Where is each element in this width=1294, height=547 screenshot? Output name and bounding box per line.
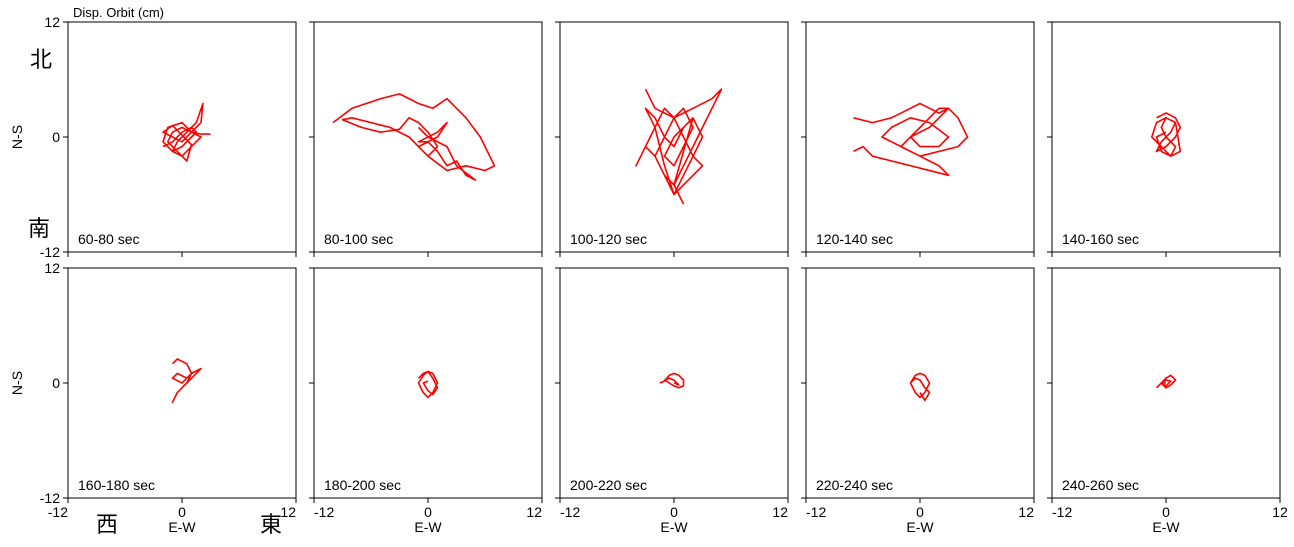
x-tick-label: -12 (314, 504, 334, 520)
x-tick-label: -12 (560, 504, 580, 520)
west-label: 西 (96, 513, 118, 538)
chart-title: Disp. Orbit (cm) (73, 5, 164, 20)
y-tick-label: -12 (40, 244, 60, 260)
y-axis-label: N-S (9, 125, 25, 149)
panel-time-label: 240-260 sec (1062, 477, 1139, 493)
panel-time-label: 140-160 sec (1062, 231, 1139, 247)
x-axis-label: E-W (414, 519, 442, 535)
panel-time-label: 100-120 sec (570, 231, 647, 247)
x-tick-label: 0 (1162, 504, 1170, 520)
x-tick-label: 12 (1272, 504, 1288, 520)
orbit-line (1155, 374, 1177, 389)
x-tick-label: 0 (424, 504, 432, 520)
y-tick-label: 12 (44, 14, 60, 30)
east-label: 東 (260, 513, 282, 538)
panel-frame (805, 267, 1035, 499)
x-tick-label: -12 (48, 504, 68, 520)
panel-frame (313, 267, 543, 499)
x-tick-label: 12 (772, 504, 788, 520)
y-axis-label: N-S (9, 371, 25, 395)
panel-time-label: 220-240 sec (816, 477, 893, 493)
orbit-line (162, 102, 211, 162)
panel-time-label: 80-100 sec (324, 231, 393, 247)
north-label: 北 (30, 48, 52, 73)
x-axis-label: E-W (1152, 519, 1180, 535)
x-tick-label: 0 (916, 504, 924, 520)
x-tick-label: -12 (806, 504, 826, 520)
y-tick-label: 0 (52, 129, 60, 145)
x-axis-label: E-W (906, 519, 934, 535)
panel-time-label: 160-180 sec (78, 477, 155, 493)
panel-time-label: 120-140 sec (816, 231, 893, 247)
x-axis-label: E-W (660, 519, 688, 535)
x-tick-label: 0 (178, 504, 186, 520)
orbit-line (417, 370, 439, 399)
x-axis-label: E-W (168, 519, 196, 535)
orbit-line (171, 358, 202, 404)
y-tick-label: 0 (52, 375, 60, 391)
orbit-line (853, 102, 969, 177)
x-tick-label: 12 (280, 504, 296, 520)
orbit-line (659, 372, 685, 389)
panel-frame (805, 21, 1035, 253)
x-tick-label: 0 (670, 504, 678, 520)
x-tick-label: 12 (1018, 504, 1034, 520)
panel-time-label: 60-80 sec (78, 231, 139, 247)
y-tick-label: -12 (40, 490, 60, 506)
orbit-line (332, 93, 496, 181)
x-tick-label: -12 (1052, 504, 1072, 520)
orbit-line (635, 88, 723, 205)
panel-time-label: 180-200 sec (324, 477, 401, 493)
x-tick-label: 12 (526, 504, 542, 520)
south-label: 南 (28, 217, 50, 242)
orbit-line (909, 372, 931, 402)
y-tick-label: 12 (44, 260, 60, 276)
orbit-line (1151, 112, 1182, 157)
panel-time-label: 200-220 sec (570, 477, 647, 493)
